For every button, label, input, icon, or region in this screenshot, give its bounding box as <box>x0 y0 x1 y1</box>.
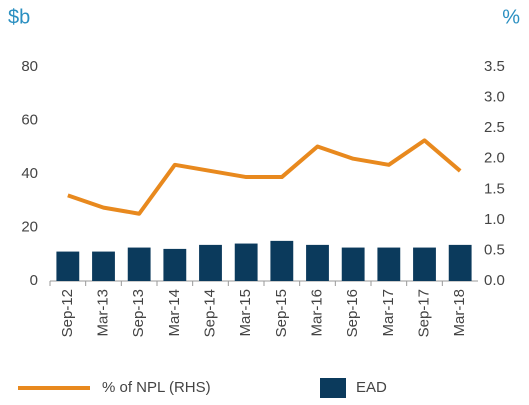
x-tick-label: Mar-18 <box>451 289 468 337</box>
x-tick-label: Sep-14 <box>201 289 218 337</box>
y2-tick-label: 1.0 <box>484 211 505 228</box>
y2-tick-label: 3.0 <box>484 89 505 106</box>
x-tick-label: Sep-12 <box>59 289 76 337</box>
x-tick-label: Mar-17 <box>380 289 397 337</box>
x-tick-label: Sep-17 <box>415 289 432 337</box>
y2-tick-label: 3.5 <box>484 58 505 75</box>
y-tick-label: 20 <box>21 218 38 235</box>
y-tick-label: 60 <box>21 111 38 128</box>
y2-unit: % <box>502 6 520 28</box>
y2-tick-label: 0.0 <box>484 272 505 289</box>
bar <box>270 240 294 281</box>
y2-tick-label: 1.5 <box>484 180 505 197</box>
bar <box>234 243 258 281</box>
x-tick-label: Sep-15 <box>273 289 290 337</box>
bar <box>163 248 187 281</box>
bar <box>377 247 401 281</box>
bar <box>448 244 472 281</box>
y-tick-label: 0 <box>30 272 38 289</box>
x-tick-label: Mar-15 <box>237 289 254 337</box>
legend-swatch <box>320 378 346 398</box>
bar <box>92 251 115 281</box>
y2-tick-label: 2.0 <box>484 150 505 167</box>
x-tick-label: Sep-13 <box>130 289 147 337</box>
y-tick-label: 80 <box>21 58 38 75</box>
line <box>67 138 462 216</box>
x-tick-label: Mar-14 <box>166 289 183 337</box>
bar <box>127 247 151 281</box>
y2-tick-label: 2.5 <box>484 119 505 136</box>
x-tick-label: Mar-16 <box>308 289 325 337</box>
legend-label: EAD <box>356 379 387 396</box>
y-tick-label: 40 <box>21 165 38 182</box>
x-tick-label: Sep-16 <box>344 289 361 337</box>
y-unit: $b <box>8 6 30 28</box>
bar <box>413 247 436 281</box>
bar <box>56 251 80 281</box>
bar <box>199 244 222 281</box>
legend-label: % of NPL (RHS) <box>102 379 211 396</box>
x-tick-label: Mar-13 <box>94 289 111 337</box>
bar <box>306 244 329 281</box>
bar <box>341 247 365 281</box>
y2-tick-label: 0.5 <box>484 241 505 258</box>
